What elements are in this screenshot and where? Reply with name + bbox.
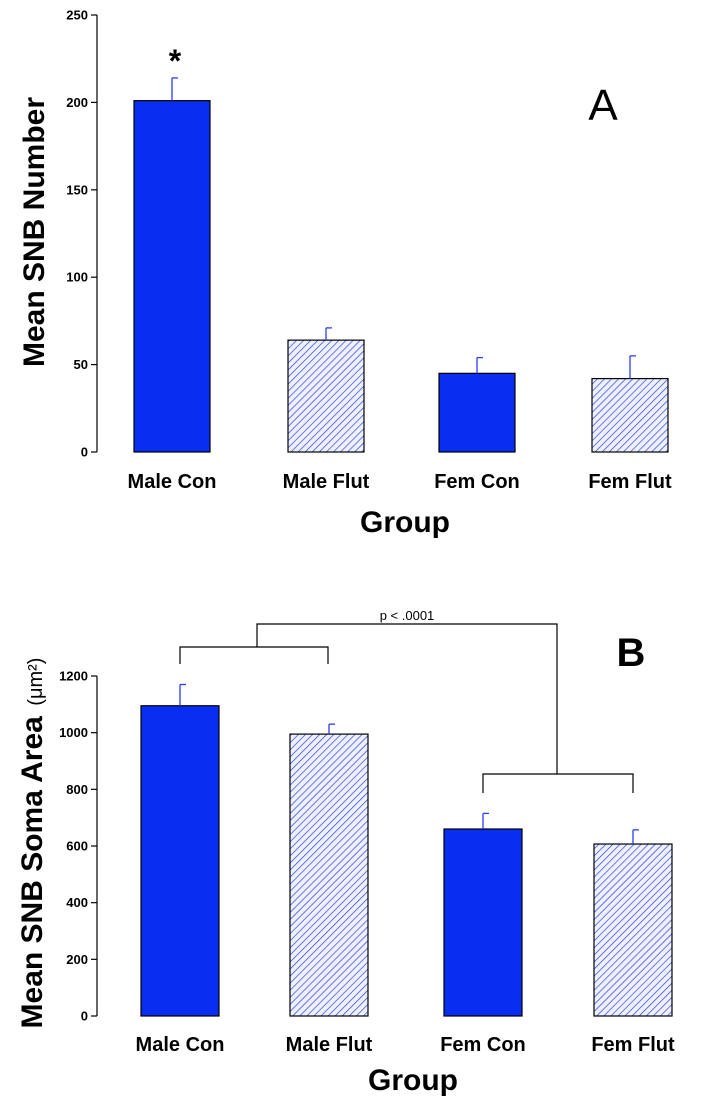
y-tick-label-b: 200 [66,952,88,967]
y-tick-label-a: 200 [66,95,88,110]
bar-fem-flut-b [593,843,673,1017]
x-axis-title-b: Group [368,1064,458,1097]
y-tick-label-a: 50 [74,357,88,372]
y-axis-title-b-unit: (μm²) [25,658,47,706]
x-tick-label-fem-flut-b: Fem Flut [591,1034,675,1056]
y-tick-label-b: 600 [66,839,88,854]
x-tick-label-fem-con-a: Fem Con [434,471,520,493]
bar-fem-con-b [443,828,523,1017]
x-tick-label-male-con-a: Male Con [128,471,217,493]
y-tick-label-a: 0 [81,445,88,460]
bar-male-flut-b [289,733,369,1017]
panel-label-a: A [588,81,618,130]
y-tick-label-a: 250 [66,8,88,23]
y-axis-title-a: Mean SNB Number [18,97,51,367]
chart-panel-b: 0 200 400 600 800 1000 1200 Male Con Male Flut F… [16,608,675,1097]
x-tick-label-male-flut-a: Male Flut [283,471,370,493]
y-tick-label-b: 1000 [59,725,88,740]
x-tick-label-fem-con-b: Fem Con [440,1034,526,1056]
x-tick-label-fem-flut-a: Fem Flut [588,471,672,493]
bar-fem-con-a [438,372,516,453]
x-tick-label-male-con-b: Male Con [136,1034,225,1056]
y-tick-label-b: 800 [66,782,88,797]
y-tick-label-a: 150 [66,182,88,197]
p-value-label: p < .0001 [380,608,435,623]
significance-bracket [179,623,634,793]
y-tick-label-a: 100 [66,270,88,285]
panel-label-b: B [617,631,646,675]
significance-star: * [169,43,182,79]
bracket-female [482,773,634,793]
x-tick-label-male-flut-b: Male Flut [286,1034,373,1056]
y-tick-label-b: 1200 [59,669,88,684]
y-axis-title-b-text: Mean SNB Soma Area [16,716,49,1029]
bar-fem-flut-a [591,377,669,453]
y-tick-label-b: 0 [81,1009,88,1024]
bar-male-con-b [140,705,220,1017]
y-axis-title-b: Mean SNB Soma Area (μm²) [16,658,49,1029]
y-tick-label-b: 400 [66,895,88,910]
bracket-overall [256,623,558,774]
chart-panel-a: 0 50 100 150 200 250 Male Con Male Flut Fem Con… [18,8,672,540]
bar-male-flut-a [287,339,365,453]
bracket-male [179,646,329,664]
bar-male-con-a [133,100,211,453]
x-axis-title-a: Group [360,506,450,539]
